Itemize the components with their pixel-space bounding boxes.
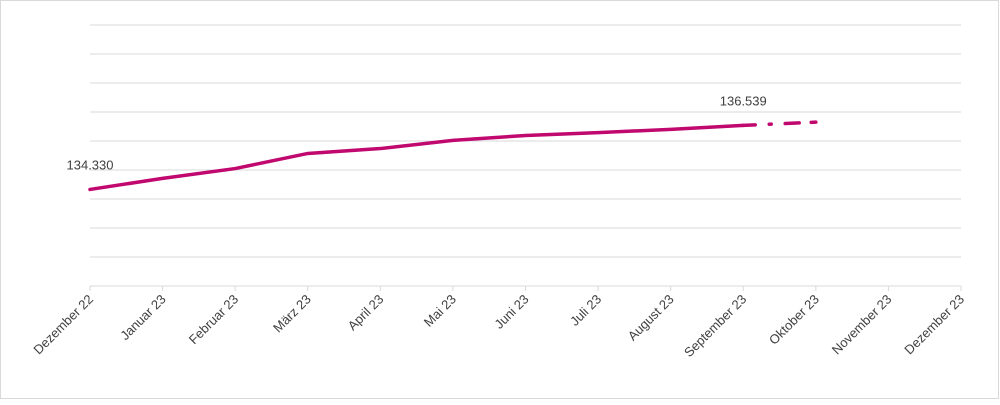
data-line	[88, 123, 745, 192]
data-label: 136.539	[720, 93, 767, 108]
data-line	[741, 120, 818, 128]
data-label: 134.330	[67, 157, 114, 172]
